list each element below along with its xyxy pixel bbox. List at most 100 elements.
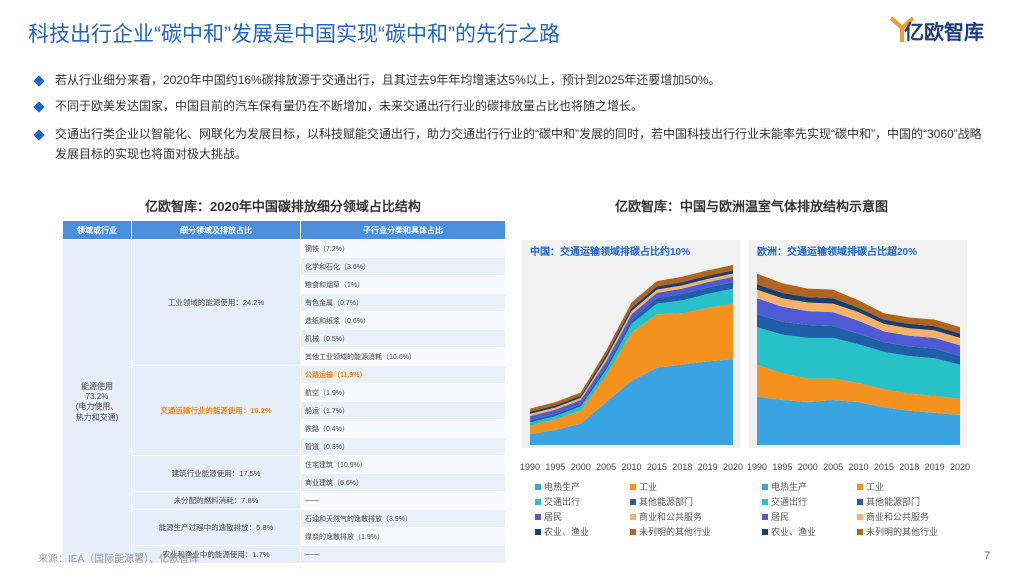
- sector-line: (电力使用、: [75, 401, 119, 411]
- item-cell: 石油和天然气的逸散排放（3.9%）: [300, 509, 506, 528]
- sector-line: 能源使用: [81, 381, 113, 391]
- legend-label: 工业: [866, 482, 884, 492]
- sector-line: 73.2%: [85, 391, 109, 401]
- legend-label: 未列明的其他行业: [639, 526, 711, 537]
- legend-label: 农业、渔业: [771, 526, 816, 537]
- table-row: 交通运输行业的能源使用：16.2% 公路运输（11.9%）: [63, 365, 506, 456]
- x-tick-label: 1995: [545, 462, 565, 472]
- group-cell: 能源生产过程中的逸散排放：5.8%: [131, 509, 301, 546]
- x-tick-label: 2019: [925, 462, 945, 472]
- x-tick-label: 2018: [899, 462, 919, 472]
- legend-swatch: [762, 514, 768, 520]
- panel-title: 亿欧智库：中国与欧洲温室气体排放结构示意图: [615, 199, 889, 214]
- legend-swatch: [535, 499, 541, 505]
- header-cell: 子行业分类和具体占比: [300, 220, 506, 240]
- group-cell: 交通运输行业的能源使用：16.2%: [131, 365, 301, 456]
- chart-subtitle: 中国：交通运输领域排碳占比约10%: [530, 245, 690, 258]
- table-row: 机械（0.5%）: [63, 329, 506, 348]
- slide-title: 科技出行企业“碳中和”发展是中国实现“碳中和”的先行之路: [28, 23, 560, 46]
- stacked-area: [530, 303, 733, 435]
- legend-label: 电热生产: [544, 481, 580, 492]
- legend-swatch: [630, 484, 636, 490]
- sector-line: 热力和交通): [75, 412, 119, 422]
- sector-cell: 能源使用 73.2% (电力使用、 热力和交通): [62, 239, 132, 564]
- item-cell: 铁路（0.4%）: [300, 419, 506, 438]
- item-cell: 住宅建筑（10.9%）: [300, 455, 506, 474]
- table-row: 未分配的燃料消耗：7.8% ——: [63, 491, 506, 510]
- item-cell: 机械（0.5%）: [300, 329, 506, 348]
- legend-label: 商业和公共服务: [866, 511, 929, 522]
- page-number: 7: [984, 550, 991, 562]
- item-cell: 造纸和纸浆（0.6%）: [300, 311, 506, 330]
- x-tick-label: 2005: [823, 462, 843, 472]
- legend-label: 其他能源部门: [866, 496, 920, 507]
- legend-swatch: [857, 484, 863, 490]
- table-row: 煤炭的逸散排放（1.9%）: [63, 527, 506, 546]
- stacked-area: [530, 359, 733, 445]
- logo-icon: [889, 16, 915, 42]
- legend-swatch: [762, 499, 768, 505]
- emission-table: 领域或行业 细分领域及排放占比 子行业分类和具体占比 能源使用 73.2% (电力使用、热…: [62, 220, 506, 564]
- x-tick-label: 2018: [672, 462, 692, 472]
- item-cell: 船运（1.7%）: [300, 401, 506, 420]
- legend-label: 其他能源部门: [639, 496, 693, 507]
- x-tick-label: 2019: [698, 462, 718, 472]
- legend-swatch: [857, 514, 863, 520]
- x-tick-label: 2010: [848, 462, 868, 472]
- legend-label: 交通出行: [544, 496, 580, 507]
- legend-swatch: [630, 529, 636, 535]
- bullet-text: 交通出行类企业以智能化、网联化为发展目标，以科技赋能交通出行，助力交通出行行业的…: [55, 127, 982, 161]
- legend-swatch: [535, 514, 541, 520]
- table-row: 建筑行业能源使用：17.5% 住宅建筑（10.9%）: [63, 455, 506, 492]
- legend-swatch: [762, 529, 768, 535]
- legend-swatch: [857, 499, 863, 505]
- stacked-area: [757, 273, 960, 334]
- x-tick-label: 2000: [571, 462, 591, 472]
- legend-label: 商业和公共服务: [639, 511, 702, 522]
- x-tick-label: 2005: [596, 462, 616, 472]
- legend-swatch: [762, 484, 768, 490]
- logo-text: 亿欧智库: [904, 22, 984, 44]
- x-tick-label: 1995: [772, 462, 792, 472]
- table-row: 能源使用 73.2% (电力使用、 热力和交通) 工业领域的能源使用：24.2% 钢铁（7…: [62, 239, 506, 564]
- stacked-area: [757, 284, 960, 338]
- stacked-area: [757, 327, 960, 399]
- stacked-area: [757, 298, 960, 357]
- group-cell: 农业和渔业中的能源使用：1.7%: [131, 545, 301, 564]
- stacked-area: [757, 396, 960, 445]
- bullet-text: 不同于欧美发达国家，中国目前的汽车保有量仍在不断增加，未来交通出行行业的碳排放量…: [55, 99, 644, 113]
- group-cell: 建筑行业能源使用：17.5%: [131, 455, 301, 492]
- table-row: 造纸和纸浆（0.6%）: [63, 311, 506, 330]
- table-row: 能源生产过程中的逸散排放：5.8% 石油和天然气的逸散排放（3.9%）: [63, 509, 506, 546]
- item-cell: 煤炭的逸散排放（1.9%）: [300, 527, 506, 546]
- legend-label: 居民: [544, 512, 562, 522]
- x-tick-label: 2020: [950, 462, 970, 472]
- x-tick-label: 2020: [723, 462, 743, 472]
- x-tick-label: 2015: [874, 462, 894, 472]
- x-tick-label: 2010: [621, 462, 641, 472]
- panel-title: 亿欧智库：2020年中国碳排放细分领域占比结构: [145, 199, 421, 214]
- legend-label: 工业: [639, 482, 657, 492]
- table-row: 船运（1.7%）: [63, 401, 506, 420]
- legend-swatch: [630, 514, 636, 520]
- table-row: 铁路（0.4%）: [63, 419, 506, 438]
- legend-swatch: [535, 529, 541, 535]
- legend-label: 农业、渔业: [544, 526, 589, 537]
- chart-subtitle: 欧洲：交通运输领域排碳占比超20%: [757, 245, 917, 258]
- x-tick-label: 1990: [520, 462, 540, 472]
- stacked-area: [757, 314, 960, 365]
- x-tick-label: 2000: [798, 462, 818, 472]
- stacked-area: [530, 288, 733, 426]
- source: 来源：IEA（国际能源署）、亿欧智库: [38, 554, 200, 565]
- legend-label: 未列明的其他行业: [866, 526, 938, 537]
- stacked-area: [757, 364, 960, 415]
- item-cell: 航空（1.9%）: [300, 383, 506, 402]
- table-row: 粮食和烟草（1%）: [63, 275, 506, 294]
- item-cell: 粮食和烟草（1%）: [300, 275, 506, 294]
- legend-swatch: [857, 529, 863, 535]
- legend-swatch: [535, 484, 541, 490]
- legend-label: 交通出行: [771, 496, 807, 507]
- table-row: 农业和渔业中的能源使用：1.7% ——: [63, 545, 506, 564]
